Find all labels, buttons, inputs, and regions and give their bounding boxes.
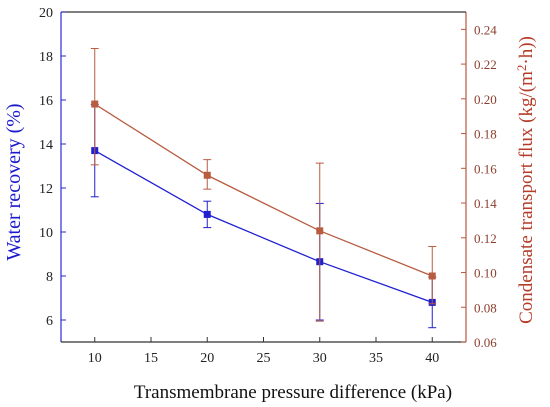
- left-tick-label: 12: [39, 182, 53, 197]
- left-tick-label: 8: [46, 270, 53, 285]
- x-tick-label: 15: [144, 351, 158, 366]
- right-tick-label: 0.10: [474, 266, 497, 281]
- series-2-marker: [91, 100, 99, 108]
- left-tick-label: 6: [46, 314, 53, 329]
- left-tick-label: 18: [39, 50, 53, 65]
- right-tick-label: 0.06: [474, 335, 497, 350]
- bottom-axis-ticks: 10 15 20 25 30 35 40: [88, 337, 439, 366]
- left-tick-label: 16: [39, 94, 53, 109]
- left-tick-label: 10: [39, 226, 53, 241]
- series-1-marker: [203, 210, 211, 218]
- right-y-axis-label-superscript: 2: [514, 65, 529, 72]
- right-tick-label: 0.14: [474, 196, 497, 211]
- x-tick-label: 20: [200, 351, 214, 366]
- right-tick-label: 0.16: [474, 161, 497, 176]
- series-1-line: [94, 150, 433, 304]
- x-tick-label: 30: [313, 351, 327, 366]
- right-tick-label: 0.18: [474, 127, 497, 142]
- series-2-marker: [316, 227, 324, 235]
- x-tick-label: 10: [88, 351, 102, 366]
- left-tick-label: 14: [39, 138, 53, 153]
- right-tick-label: 0.08: [474, 300, 497, 315]
- x-tick-label: 40: [425, 351, 439, 366]
- x-tick-label: 35: [369, 351, 383, 366]
- right-y-axis-label-main: Condensate transport flux (kg/(m: [516, 71, 537, 324]
- x-tick-label: 25: [257, 351, 271, 366]
- right-y-axis-label-end: ·h)): [516, 36, 537, 64]
- series-layer: [90, 47, 437, 329]
- right-y-axis-label: Condensate transport flux (kg/(m2·h)): [514, 36, 537, 324]
- right-axis-ticks: 0.06 0.08 0.10 0.12 0.14 0.16 0.18 0.20 0.22 0.24: [461, 22, 497, 350]
- series-2-line: [94, 103, 433, 277]
- left-axis-ticks: 6 8 10 12 14 16 18 20: [39, 6, 66, 329]
- right-tick-label: 0.20: [474, 92, 497, 107]
- right-tick-label: 0.12: [474, 231, 497, 246]
- left-tick-label: 20: [39, 6, 53, 21]
- x-axis-label: Transmembrane pressure difference (kPa): [134, 382, 452, 403]
- series-2-marker: [203, 171, 211, 179]
- right-tick-label: 0.22: [474, 57, 497, 72]
- right-tick-label: 0.24: [474, 22, 497, 37]
- series-2-marker: [428, 272, 436, 280]
- left-y-axis-label: Water recovery (%): [3, 103, 25, 260]
